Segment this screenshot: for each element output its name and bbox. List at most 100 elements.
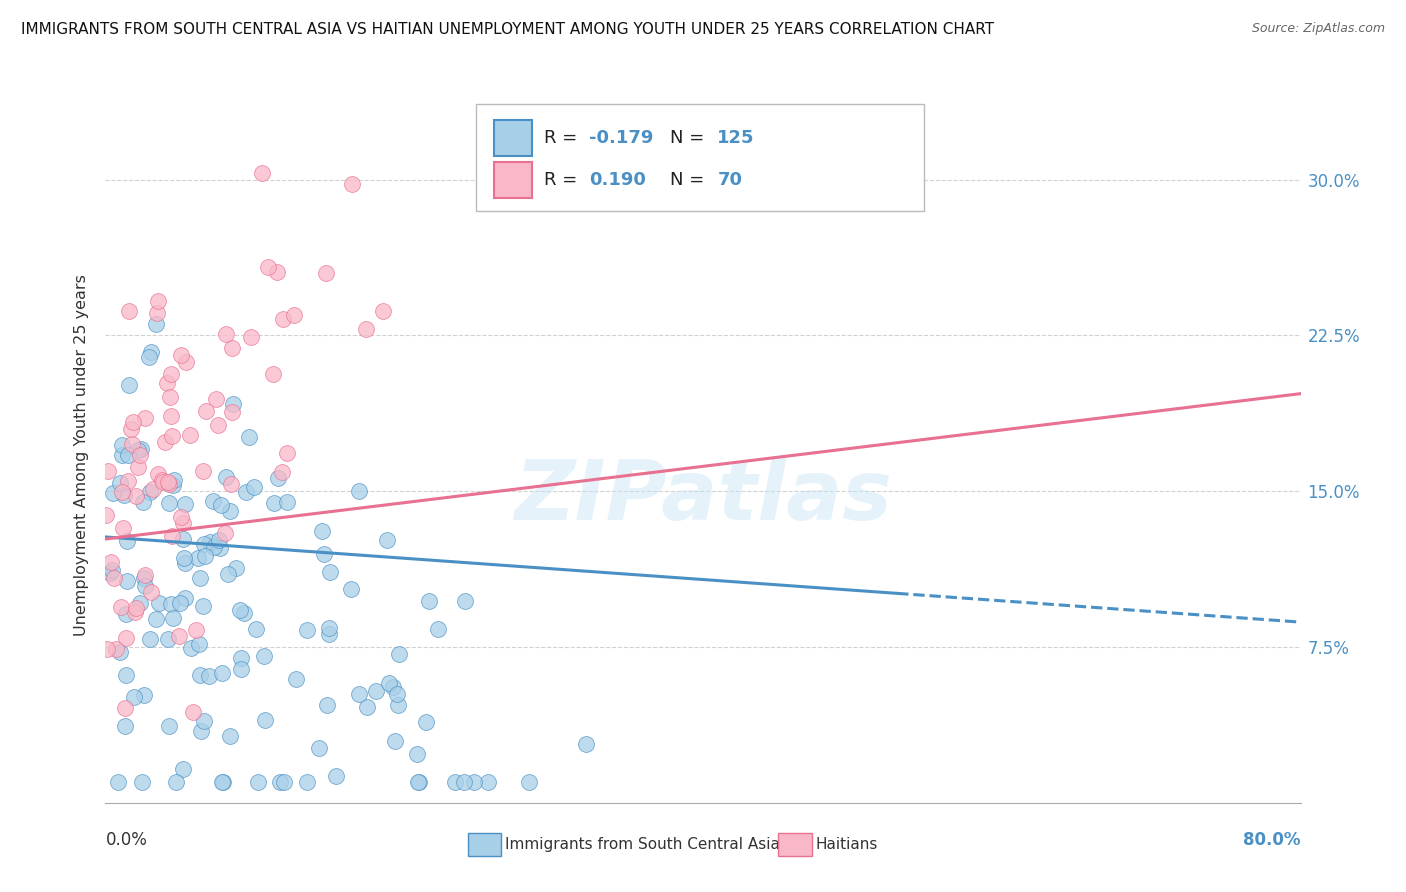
- Point: [221, 405, 243, 419]
- Point: [127, 459, 149, 474]
- Point: [215, 326, 238, 341]
- Point: [167, 629, 190, 643]
- Point: [153, 434, 176, 449]
- Point: [295, 623, 318, 637]
- Point: [222, 397, 245, 411]
- Text: ZIPatlas: ZIPatlas: [515, 456, 891, 537]
- Point: [122, 415, 145, 429]
- Point: [146, 294, 169, 309]
- Point: [198, 669, 221, 683]
- Point: [477, 775, 499, 789]
- Point: [96, 641, 118, 656]
- Text: Haitians: Haitians: [815, 837, 877, 852]
- Point: [120, 422, 142, 436]
- Point: [170, 509, 193, 524]
- Text: R =: R =: [544, 129, 583, 147]
- Point: [173, 497, 195, 511]
- Point: [315, 266, 337, 280]
- Point: [156, 376, 179, 390]
- Point: [114, 700, 136, 714]
- Point: [211, 775, 233, 789]
- Point: [180, 640, 202, 655]
- Point: [121, 437, 143, 451]
- Point: [347, 483, 370, 498]
- Point: [427, 622, 450, 636]
- Point: [115, 607, 138, 621]
- Point: [110, 600, 132, 615]
- Point: [205, 392, 228, 406]
- Point: [173, 516, 195, 530]
- Text: N =: N =: [669, 171, 710, 189]
- Point: [114, 719, 136, 733]
- Point: [145, 612, 167, 626]
- Point: [117, 474, 139, 488]
- Text: -0.179: -0.179: [589, 129, 654, 147]
- Point: [270, 465, 292, 479]
- Point: [284, 672, 307, 686]
- Text: 0.0%: 0.0%: [105, 830, 148, 848]
- Point: [111, 484, 134, 499]
- Point: [356, 700, 378, 714]
- Point: [100, 556, 122, 570]
- Point: [173, 591, 195, 605]
- Point: [194, 403, 217, 417]
- Point: [198, 534, 221, 549]
- Point: [111, 448, 134, 462]
- Point: [209, 498, 232, 512]
- Point: [371, 304, 394, 318]
- Point: [250, 166, 273, 180]
- Point: [444, 775, 467, 789]
- Point: [208, 541, 231, 556]
- Point: [463, 775, 485, 789]
- Point: [193, 599, 215, 613]
- Point: [208, 533, 231, 547]
- Point: [104, 641, 127, 656]
- Point: [159, 719, 181, 733]
- Point: [519, 775, 541, 789]
- Point: [314, 547, 336, 561]
- Point: [125, 601, 148, 615]
- Point: [139, 584, 162, 599]
- Point: [273, 775, 295, 789]
- Point: [162, 610, 184, 624]
- Point: [145, 318, 167, 332]
- Point: [160, 529, 183, 543]
- Text: N =: N =: [669, 129, 710, 147]
- Point: [453, 775, 475, 789]
- Point: [107, 775, 129, 789]
- Point: [179, 427, 201, 442]
- Point: [134, 579, 156, 593]
- Point: [318, 621, 340, 635]
- Point: [125, 489, 148, 503]
- Point: [157, 477, 180, 491]
- Point: [139, 632, 162, 647]
- Point: [142, 483, 165, 497]
- Point: [150, 473, 173, 487]
- Point: [378, 676, 401, 690]
- Point: [212, 775, 235, 789]
- Point: [267, 471, 290, 485]
- Point: [377, 533, 399, 547]
- Point: [269, 775, 291, 789]
- Point: [193, 536, 215, 550]
- Point: [172, 532, 194, 546]
- Text: 80.0%: 80.0%: [1243, 830, 1301, 848]
- Point: [98, 566, 121, 580]
- Point: [101, 563, 124, 577]
- Point: [225, 561, 247, 575]
- Point: [381, 681, 404, 695]
- Point: [408, 775, 430, 789]
- Point: [319, 565, 342, 579]
- Point: [127, 442, 149, 457]
- Point: [218, 729, 240, 743]
- Text: 70: 70: [717, 171, 742, 189]
- Point: [129, 442, 152, 456]
- Point: [406, 775, 429, 789]
- FancyBboxPatch shape: [468, 833, 501, 856]
- Point: [207, 418, 229, 433]
- Point: [387, 698, 409, 713]
- Point: [266, 264, 288, 278]
- Point: [110, 476, 132, 491]
- Point: [117, 448, 139, 462]
- Point: [406, 747, 429, 762]
